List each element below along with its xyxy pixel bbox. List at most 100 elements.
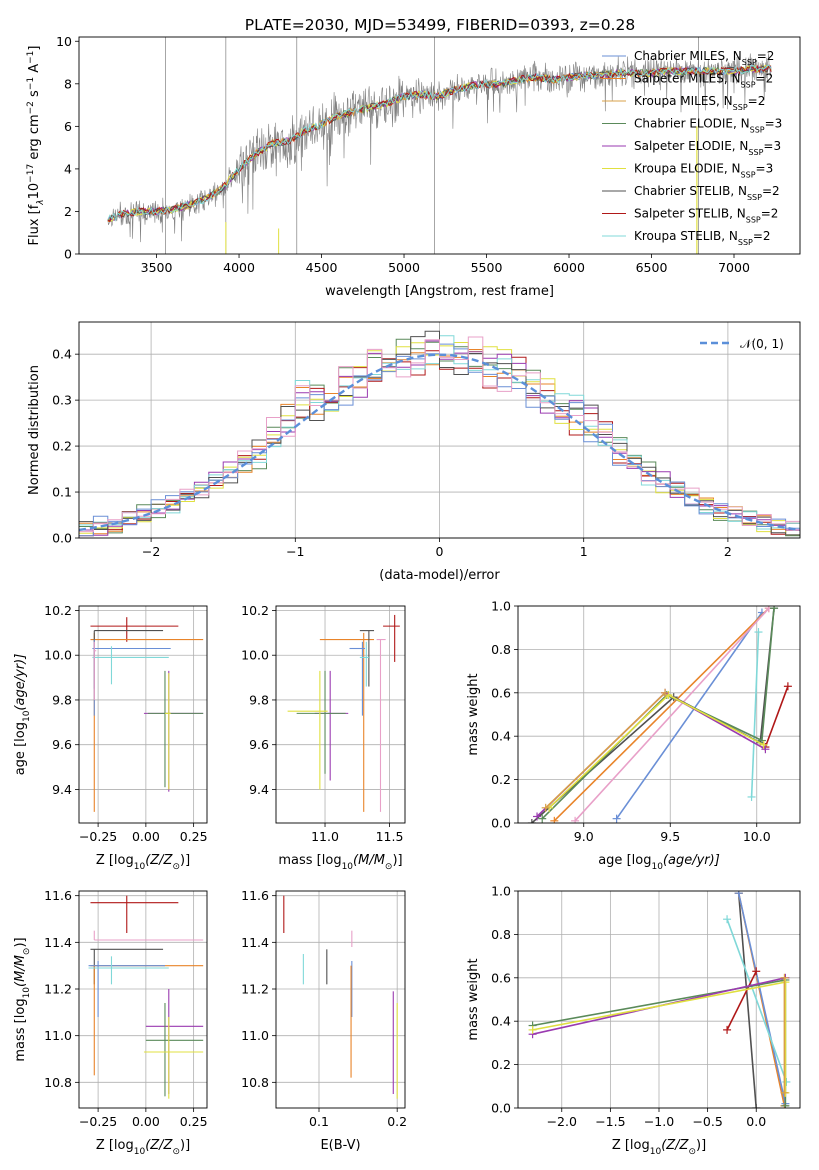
legend-entry: Salpeter MILES, NSSP=2 bbox=[602, 72, 774, 89]
x-tick-label: 4000 bbox=[223, 260, 255, 275]
label-part: age [log bbox=[598, 853, 651, 868]
model-fit-line bbox=[107, 64, 772, 223]
label-part: )] bbox=[13, 937, 28, 947]
label-part: =2 bbox=[748, 94, 766, 108]
label-part: −2 bbox=[26, 101, 36, 114]
y-tick-label: 1.0 bbox=[491, 599, 511, 614]
mass-vs-extinction-panel: 0.1 0.2 10.8 11.0 11.2 11.4 11.6 E(B-V) bbox=[241, 888, 407, 1153]
legend-label: Chabrier STELIB, NSSP=2 bbox=[634, 184, 780, 202]
y-tick-label: 9.8 bbox=[52, 692, 72, 707]
mass-weight-series bbox=[571, 606, 773, 823]
label-part: SSP bbox=[742, 58, 757, 67]
y-tick-label: 0.1 bbox=[52, 485, 72, 500]
plot-area bbox=[283, 895, 398, 1099]
error-cross bbox=[359, 630, 375, 687]
y-tick-label: 9.4 bbox=[249, 782, 269, 797]
label-part: 10 bbox=[22, 710, 32, 722]
mass-y-axis-label: mass [log10(M/M⊙)] bbox=[13, 937, 32, 1061]
error-cross bbox=[383, 614, 400, 662]
x-tick-label: 9.0 bbox=[574, 829, 594, 844]
mass-weight-line bbox=[574, 607, 770, 822]
label-part: (Z/Z bbox=[145, 1138, 173, 1153]
y-tick-label: 0.2 bbox=[491, 1057, 511, 1072]
legend-label: Salpeter ELODIE, NSSP=3 bbox=[634, 139, 781, 157]
label-part: =2 bbox=[756, 72, 774, 86]
label-part: (Z/Z bbox=[661, 1138, 689, 1153]
label-part: Kroupa STELIB, N bbox=[634, 229, 738, 243]
normal-distribution-curve bbox=[79, 353, 800, 532]
mass-weight-y-axis-label: mass weight bbox=[466, 958, 481, 1040]
y-tick-label: 0.4 bbox=[52, 347, 72, 362]
plot-area bbox=[90, 617, 204, 812]
grid-lines bbox=[518, 890, 800, 1109]
x-tick-label: 4500 bbox=[306, 260, 338, 275]
legend-label: 𝒩(0, 1) bbox=[740, 337, 784, 351]
grid-lines bbox=[276, 606, 405, 823]
x-tick-label: −2 bbox=[142, 544, 160, 559]
label-part: )] bbox=[180, 853, 190, 868]
error-cross bbox=[88, 956, 169, 985]
legend-entry: Kroupa MILES, NSSP=2 bbox=[602, 94, 765, 112]
mass-weight-series bbox=[612, 608, 766, 823]
axis-ticks: 3500 4000 4500 5000 5500 6000 6500 7000 0 2 4 6 8 10 bbox=[56, 34, 750, 275]
error-cross bbox=[90, 948, 164, 985]
mass-weight-line bbox=[726, 970, 757, 1031]
label-part: −1 bbox=[26, 51, 36, 64]
y-tick-label: 10.0 bbox=[241, 648, 269, 663]
y-tick-label: 10.0 bbox=[44, 648, 72, 663]
label-part: mass [log bbox=[13, 998, 28, 1061]
label-part: SSP bbox=[733, 103, 748, 112]
axis-ticks: −0.25 0.00 0.25 9.4 9.6 9.8 10.0 10.2 bbox=[44, 603, 207, 844]
label-part: −17 bbox=[26, 164, 36, 183]
y-tick-label: 9.6 bbox=[249, 737, 269, 752]
axes-frame bbox=[517, 605, 801, 824]
plot-area bbox=[79, 330, 800, 537]
y-tick-label: 0.2 bbox=[52, 439, 72, 454]
age-y-axis-label: age [log10(age/yr)] bbox=[13, 654, 32, 776]
x-tick-label: 0.0 bbox=[746, 1114, 766, 1129]
label-part: )] bbox=[392, 853, 402, 868]
mass-x-axis-label: mass [log10(M/M⊙)] bbox=[278, 853, 402, 872]
label-part: mass [log bbox=[278, 853, 341, 868]
legend-entry: Salpeter ELODIE, NSSP=3 bbox=[602, 139, 781, 157]
y-tick-label: 10.8 bbox=[44, 1075, 72, 1090]
x-tick-label: 0.25 bbox=[180, 829, 208, 844]
label-part: =2 bbox=[753, 229, 771, 243]
label-part: =2 bbox=[761, 207, 779, 221]
y-tick-label: 0.6 bbox=[491, 685, 511, 700]
plot-area bbox=[88, 895, 204, 1099]
error-cross bbox=[145, 1003, 204, 1097]
plot-area bbox=[527, 606, 792, 823]
y-tick-label: 11.0 bbox=[241, 1028, 269, 1043]
label-part: ⊙ bbox=[22, 948, 32, 956]
y-tick-label: 6 bbox=[64, 119, 72, 134]
label-part: =3 bbox=[765, 117, 783, 131]
plot-area bbox=[107, 37, 772, 254]
label-part: −1 bbox=[26, 77, 36, 90]
legend-label: Salpeter STELIB, NSSP=2 bbox=[634, 207, 778, 225]
y-tick-label: 1.0 bbox=[491, 884, 511, 899]
error-cross bbox=[88, 961, 165, 1017]
label-part: SSP bbox=[738, 238, 753, 247]
extinction-x-axis-label: E(B-V) bbox=[320, 1138, 360, 1153]
label-part: =3 bbox=[763, 139, 781, 153]
axes-frame bbox=[275, 890, 406, 1109]
x-tick-label: 1 bbox=[580, 544, 588, 559]
label-part: SSP bbox=[741, 170, 756, 179]
label-part: SSP bbox=[747, 193, 762, 202]
error-cross bbox=[164, 673, 171, 790]
x-tick-label: −0.25 bbox=[79, 829, 117, 844]
label-part: =2 bbox=[757, 49, 775, 63]
model-fit-line bbox=[107, 64, 772, 222]
x-tick-label: 6000 bbox=[553, 260, 585, 275]
mass-weight-y-axis-label: mass weight bbox=[466, 673, 481, 755]
error-cross bbox=[376, 639, 386, 812]
y-tick-label: 2 bbox=[64, 204, 72, 219]
x-tick-label: −0.25 bbox=[79, 1114, 117, 1129]
histogram-step-line bbox=[79, 336, 800, 533]
error-cross bbox=[287, 670, 328, 790]
mass-weight-line bbox=[615, 612, 763, 820]
mass-weight-line bbox=[750, 631, 760, 798]
axes-frame bbox=[78, 36, 801, 255]
